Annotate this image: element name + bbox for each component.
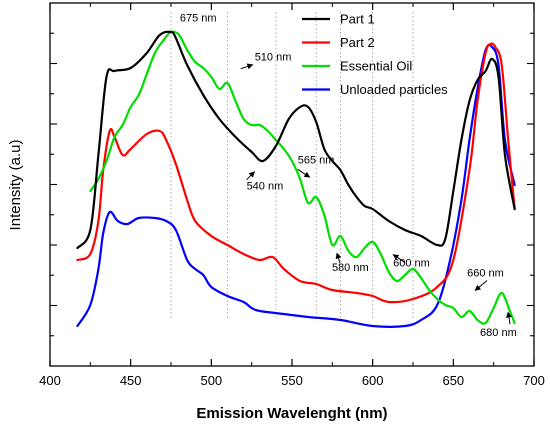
peak-annotation-arrow [505, 311, 512, 325]
peak-annotation-label: 675 nm [180, 12, 217, 24]
series-line-part-1 [76, 30, 516, 250]
legend-label-essential-oil: Essential Oil [340, 59, 412, 74]
x-tick-label: 450 [120, 373, 142, 388]
peak-annotation-label: 510 nm [255, 52, 292, 64]
peak-annotation-arrow [335, 252, 342, 264]
x-tick-label: 550 [281, 373, 303, 388]
legend-label-unloaded-particles: Unloaded particles [340, 82, 448, 97]
plot-frame [49, 2, 535, 367]
legend-label-part-2: Part 2 [340, 35, 375, 50]
x-tick-label: 650 [442, 373, 464, 388]
x-tick-label: 600 [362, 373, 384, 388]
peak-annotation-label: 565 nm [298, 154, 335, 166]
x-tick-label: 500 [200, 373, 222, 388]
series-line-part-2 [76, 42, 516, 304]
peak-annotation-arrow [240, 63, 254, 70]
series-line-essential-oil [89, 30, 516, 325]
legend-label-part-1: Part 1 [340, 12, 375, 27]
peak-annotation-label: 540 nm [247, 181, 284, 193]
series-line-unloaded-particles [76, 43, 516, 328]
x-tick-label: 400 [39, 373, 61, 388]
y-axis-title: Intensity (a.u) [7, 140, 24, 231]
peak-annotation-label: 660 nm [467, 268, 504, 280]
peak-annotation-label: 580 nm [332, 262, 369, 274]
x-tick-label: 700 [523, 373, 545, 388]
peak-annotation-label: 600 nm [393, 258, 430, 270]
peak-annotation-arrow [392, 254, 406, 264]
peak-annotation-arrow [297, 168, 311, 178]
peak-annotation-label: 680 nm [480, 327, 517, 339]
peak-annotation-arrow [474, 280, 488, 291]
x-axis-title: Emission Wavelenght (nm) [196, 405, 387, 422]
peak-annotation-arrow [246, 171, 255, 181]
